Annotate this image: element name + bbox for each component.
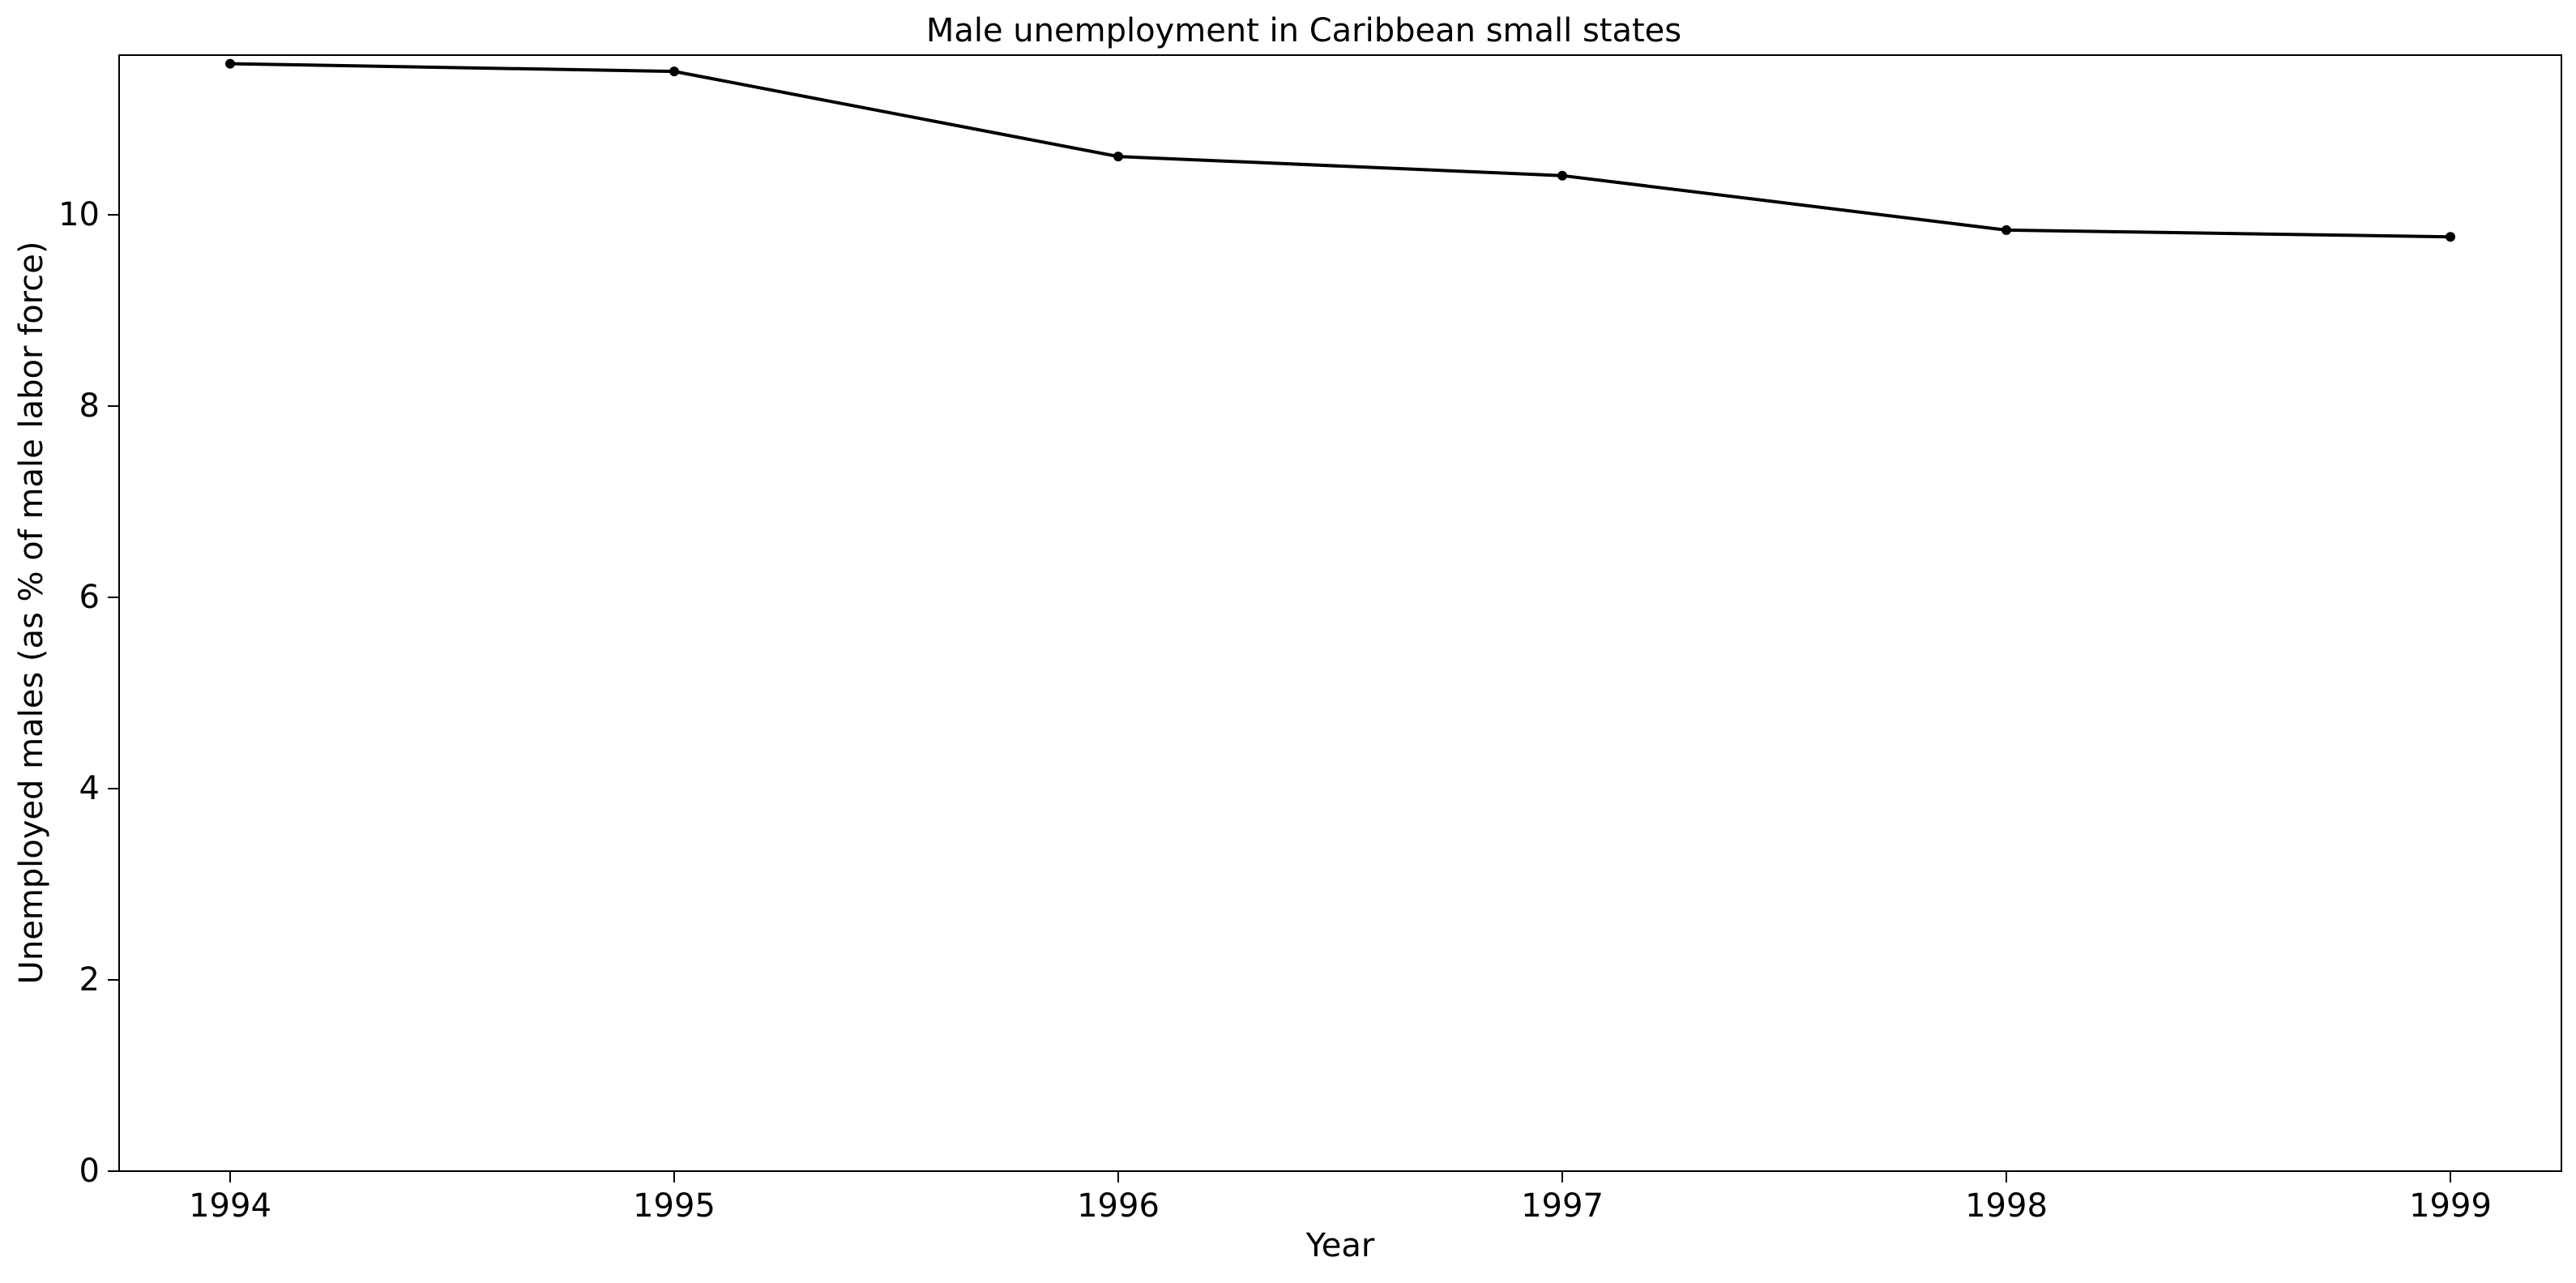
x-tick-label-1999: 1999 <box>2409 1187 2492 1225</box>
data-point-1997 <box>1557 170 1567 181</box>
x-tick-label-1997: 1997 <box>1521 1187 1604 1225</box>
x-tick-label-1994: 1994 <box>189 1187 271 1225</box>
x-axis-title: Year <box>1305 1227 1375 1264</box>
data-point-1998 <box>2001 225 2011 235</box>
y-tick-label-8: 8 <box>79 387 100 425</box>
data-point-1994 <box>225 58 235 69</box>
y-axis-title: Unemployed males (as % of male labor for… <box>13 242 50 985</box>
y-tick-label-4: 4 <box>79 770 100 807</box>
series-layer <box>225 58 2455 242</box>
data-point-1999 <box>2446 232 2455 242</box>
x-tick-label-1998: 1998 <box>1965 1187 2048 1225</box>
x-tick-label-1996: 1996 <box>1077 1187 1160 1225</box>
y-tick-label-2: 2 <box>79 961 100 999</box>
x-axis: 1994 1995 1996 1997 1998 1999 <box>189 1171 2492 1225</box>
chart-title: Male unemployment in Caribbean small sta… <box>926 12 1681 49</box>
series-line-0 <box>229 62 2451 239</box>
y-axis: 0 2 4 6 8 10 <box>58 196 119 1190</box>
y-tick-label-10: 10 <box>58 196 100 233</box>
y-tick-label-0: 0 <box>79 1153 100 1190</box>
plot-area-frame <box>118 54 2562 1172</box>
y-tick-label-6: 6 <box>79 579 100 616</box>
data-point-1996 <box>1113 152 1123 162</box>
data-point-1995 <box>669 66 679 77</box>
x-tick-label-1995: 1995 <box>633 1187 716 1225</box>
